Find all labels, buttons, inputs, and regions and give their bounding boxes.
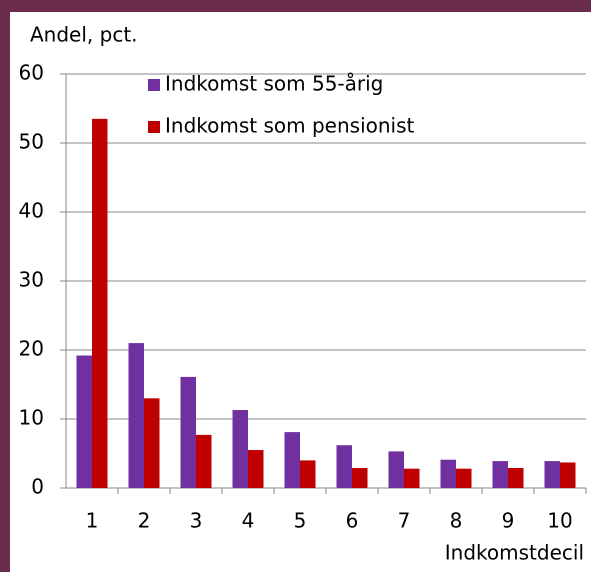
bar [300,460,316,488]
bar [440,459,456,488]
x-tick-label: 5 [294,509,307,533]
bar [404,468,420,488]
x-tick-label: 9 [502,509,515,533]
bar [508,467,524,488]
y-tick-label: 0 [31,475,44,499]
legend-swatch [148,121,160,133]
bar [352,467,368,488]
bar [336,445,352,488]
x-tick-label: 10 [547,509,572,533]
y-axis-label: Andel, pct. [30,23,138,47]
bar [560,462,576,488]
x-tick-label: 1 [86,509,99,533]
bar [76,355,92,488]
x-tick-label: 4 [242,509,255,533]
y-tick-label: 60 [19,61,44,85]
x-axis-label: Indkomstdecil [445,541,584,565]
bar [232,410,248,488]
x-tick-label: 8 [450,509,463,533]
y-tick-label: 10 [19,406,44,430]
x-tick-label: 6 [346,509,359,533]
y-tick-label: 40 [19,199,44,223]
x-tick-label: 3 [190,509,203,533]
bar [128,343,144,488]
bar [284,432,300,488]
y-tick-label: 20 [19,337,44,361]
y-tick-label: 50 [19,130,44,154]
bar [144,398,160,488]
bar [544,461,560,488]
bar [456,468,472,488]
bar [492,461,508,488]
bar [92,118,108,488]
legend-label: Indkomst som 55-årig [165,72,383,96]
legend-label: Indkomst som pensionist [165,114,415,138]
bar [180,376,196,488]
bar [248,450,264,488]
bar [388,451,404,488]
x-tick-label: 7 [398,509,411,533]
bar [196,434,212,488]
legend-swatch [148,79,160,91]
x-tick-label: 2 [138,509,151,533]
y-tick-label: 30 [19,268,44,292]
